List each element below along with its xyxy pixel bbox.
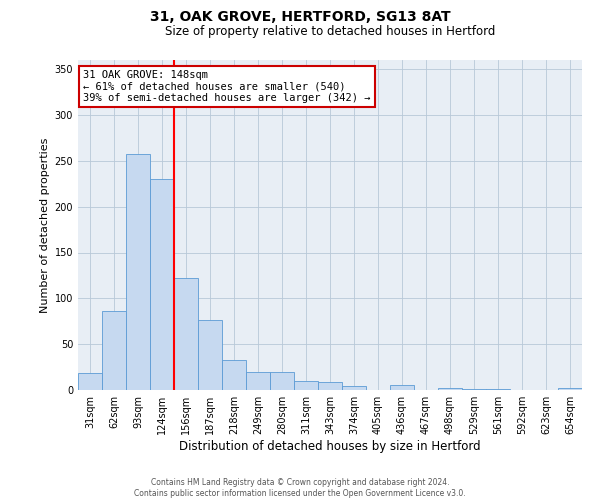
Bar (270, 372, 294, 390)
Bar (486, 389, 510, 390)
Bar (222, 360, 246, 390)
X-axis label: Distribution of detached houses by size in Hertford: Distribution of detached houses by size … (179, 440, 481, 453)
Text: 31, OAK GROVE, HERTFORD, SG13 8AT: 31, OAK GROVE, HERTFORD, SG13 8AT (149, 10, 451, 24)
Bar (558, 388, 582, 390)
Bar (318, 382, 342, 390)
Bar (126, 154, 150, 390)
Text: 31 OAK GROVE: 148sqm
← 61% of detached houses are smaller (540)
39% of semi-deta: 31 OAK GROVE: 148sqm ← 61% of detached h… (83, 70, 371, 103)
Bar (462, 389, 486, 390)
Bar (438, 388, 462, 390)
Bar (342, 386, 366, 390)
Bar (294, 381, 318, 390)
Title: Size of property relative to detached houses in Hertford: Size of property relative to detached ho… (165, 25, 495, 38)
Bar (174, 278, 198, 390)
Text: Contains HM Land Registry data © Crown copyright and database right 2024.
Contai: Contains HM Land Registry data © Crown c… (134, 478, 466, 498)
Bar (246, 372, 270, 390)
Bar (198, 320, 222, 390)
Bar (102, 311, 126, 390)
Bar (78, 372, 102, 390)
Bar (150, 179, 174, 390)
Y-axis label: Number of detached properties: Number of detached properties (40, 138, 50, 312)
Bar (390, 384, 414, 390)
